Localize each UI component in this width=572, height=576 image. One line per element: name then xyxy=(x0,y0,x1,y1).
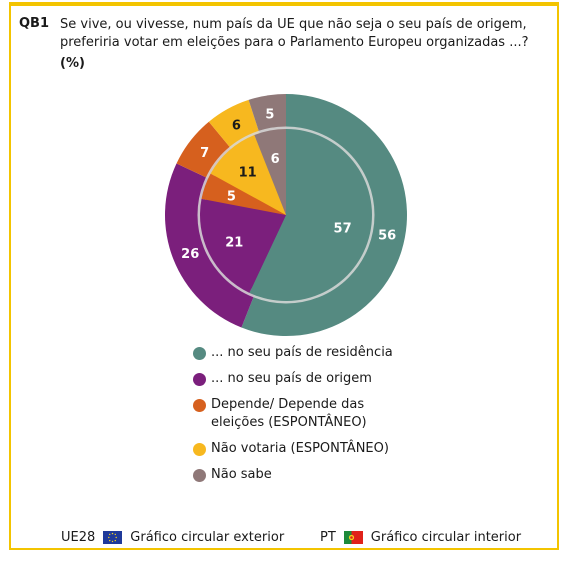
footer-outer: UE28 Gráfico circular exterior xyxy=(61,530,284,545)
inner-value-label-would-not-vote: 11 xyxy=(239,165,257,180)
inner-value-label-depends: 5 xyxy=(227,189,236,204)
inner-ring xyxy=(200,129,373,301)
chart-frame xyxy=(9,2,559,550)
legend-label: Não votaria (ESPONTÂNEO) xyxy=(211,441,389,456)
legend-swatch xyxy=(193,347,206,360)
legend-label: ... no seu país de residência xyxy=(211,345,393,360)
legend-item-depends: Depende/ Depende das eleições (ESPONTÂNE… xyxy=(193,396,401,432)
legend: ... no seu país de residência ... no seu… xyxy=(193,344,401,492)
footer-outer-label: Gráfico circular exterior xyxy=(130,530,285,545)
portugal-flag-icon xyxy=(343,531,363,544)
legend-swatch xyxy=(193,469,206,482)
footer-inner-label: Gráfico circular interior xyxy=(370,530,522,545)
inner-value-label-origin: 21 xyxy=(225,235,243,250)
legend-item-would-not-vote: Não votaria (ESPONTÂNEO) xyxy=(193,440,401,458)
unit-label: (%) xyxy=(60,56,85,71)
outer-value-label-depends: 7 xyxy=(200,146,209,161)
outer-value-label-residence: 56 xyxy=(378,228,396,243)
footer-inner-code: PT xyxy=(320,530,336,545)
inner-value-label-residence: 57 xyxy=(334,222,352,237)
outer-value-label-dont-know: 5 xyxy=(265,107,274,122)
footer-inner: PT Gráfico circular interior xyxy=(320,530,521,545)
inner-slice-residence xyxy=(249,129,373,301)
legend-swatch xyxy=(193,373,206,386)
legend-label: ... no seu país de origem xyxy=(211,371,372,386)
eu-flag-icon xyxy=(103,531,123,544)
inner-slice-origin xyxy=(200,198,286,293)
legend-label: Não sabe xyxy=(211,467,272,482)
legend-item-dont-know: Não sabe xyxy=(193,466,401,484)
footer-outer-code: UE28 xyxy=(61,530,96,545)
inner-slice-dont-know xyxy=(254,129,286,215)
legend-item-origin: ... no seu país de origem xyxy=(193,370,401,388)
outer-value-label-would-not-vote: 6 xyxy=(232,119,241,134)
legend-swatch xyxy=(193,443,206,456)
inner-slice-depends xyxy=(201,173,286,215)
question-text: Se vive, ou vivesse, num país da UE que … xyxy=(60,17,529,50)
legend-item-residence: ... no seu país de residência xyxy=(193,344,401,362)
question-code: QB1 xyxy=(19,16,50,31)
legend-label: Depende/ Depende das eleições (ESPONTÂNE… xyxy=(211,397,367,430)
inner-value-label-dont-know: 6 xyxy=(271,152,280,167)
inner-slice-would-not-vote xyxy=(210,135,286,215)
outer-value-label-origin: 26 xyxy=(181,247,199,262)
legend-swatch xyxy=(193,399,206,412)
